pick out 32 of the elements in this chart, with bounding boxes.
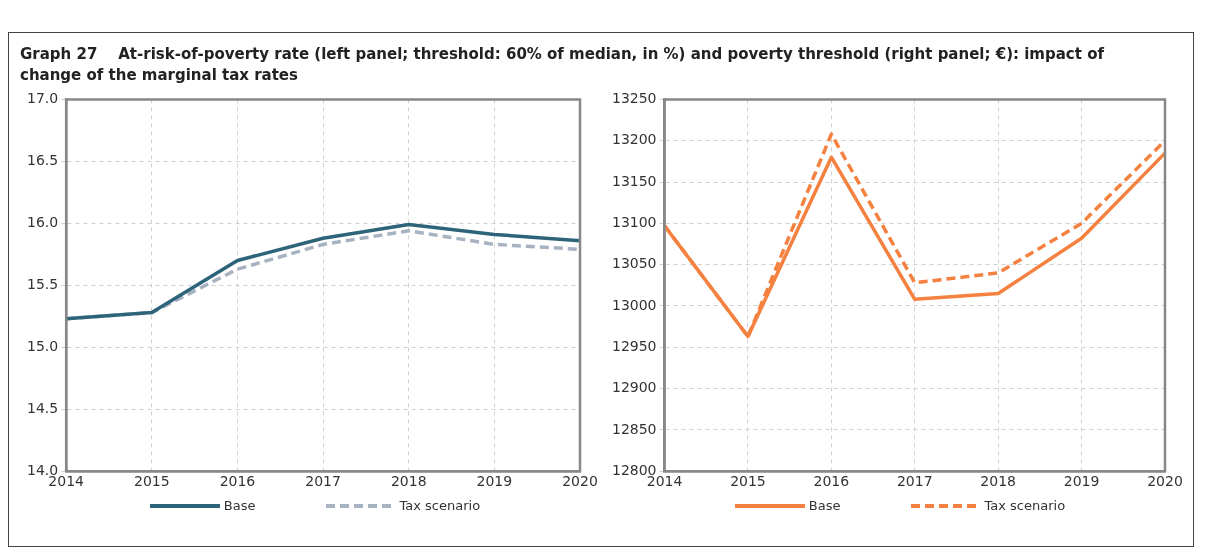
- legend-label: Base: [223, 498, 256, 513]
- y-tick-label: 13000: [611, 296, 657, 313]
- legend-label: Tax scenario: [399, 498, 481, 513]
- x-tick-label: 2020: [562, 473, 598, 490]
- x-tick-label: 2016: [813, 473, 850, 490]
- y-tick-label: 13200: [611, 131, 657, 148]
- y-tick-label: 16.0: [27, 213, 59, 230]
- y-tick-label: 16.5: [27, 152, 59, 169]
- y-tick-label: 13150: [611, 172, 657, 189]
- y-tick-label: 12850: [611, 420, 657, 437]
- y-tick-label: 15.0: [27, 337, 59, 354]
- y-tick-label: 12900: [611, 379, 657, 396]
- legend-label: Tax scenario: [984, 498, 1066, 513]
- legend-label: Base: [808, 498, 841, 513]
- y-tick-label: 13100: [611, 213, 657, 230]
- chart-title: Graph 27 At-risk-of-poverty rate (left panel; threshold: 60% of median, in %) and poverty threshold (right panel; €): impact of change of the marginal tax rates: [20, 44, 1106, 86]
- x-tick-label: 2016: [219, 473, 256, 490]
- x-tick-label: 2018: [390, 473, 427, 490]
- x-tick-label: 2020: [1147, 473, 1183, 490]
- x-tick-label: 2017: [305, 473, 341, 490]
- x-tick-label: 2018: [980, 473, 1016, 490]
- y-tick-label: 12950: [611, 337, 657, 354]
- x-tick-label: 2015: [133, 473, 170, 490]
- y-tick-label: 13050: [611, 255, 657, 272]
- y-tick-label: 17.0: [27, 90, 59, 107]
- y-tick-label: 15.5: [27, 275, 59, 292]
- y-tick-label: 13250: [611, 90, 657, 107]
- y-tick-label: 14.5: [27, 399, 59, 416]
- x-tick-label: 2019: [476, 473, 513, 490]
- x-tick-label: 2015: [730, 473, 766, 490]
- x-tick-label: 2017: [896, 473, 933, 490]
- x-tick-label: 2019: [1063, 473, 1100, 490]
